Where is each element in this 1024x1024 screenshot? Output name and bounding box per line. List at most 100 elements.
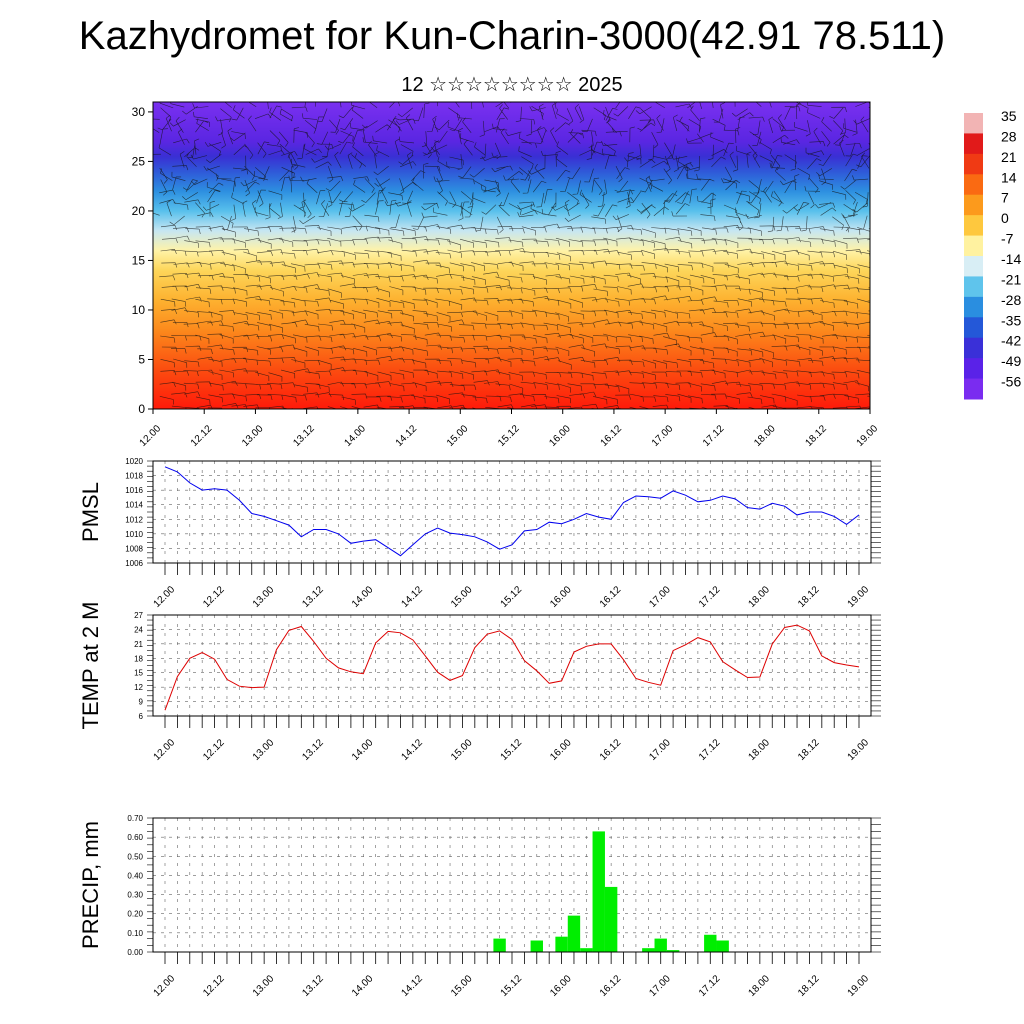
x-tick-label: 14.00 [343, 423, 369, 449]
precip-bar [592, 831, 605, 952]
x-tick-label: 19.00 [855, 423, 881, 449]
precip-bar [642, 948, 655, 952]
x-tick-label: 18.00 [747, 973, 773, 999]
x-tick-label: 17.00 [647, 973, 673, 999]
x-tick-label: 13.00 [251, 737, 277, 763]
y-tick-label: 1010 [125, 530, 143, 539]
colorbar-label: 7 [1001, 190, 1009, 206]
colorbar-segment [964, 317, 983, 339]
x-tick-label: 15.12 [499, 973, 525, 999]
y-tick-label: 24 [134, 625, 143, 634]
colorbar-label: -28 [1001, 292, 1021, 308]
colorbar-segment [964, 276, 983, 298]
colorbar-segment [964, 337, 983, 359]
y-tick-label: 1006 [125, 559, 143, 568]
precip-bar [716, 940, 729, 952]
x-tick-label: 18.12 [796, 584, 822, 610]
x-tick-label: 17.00 [647, 584, 673, 610]
x-tick-label: 17.12 [697, 737, 723, 763]
y-tick-label: 0.60 [127, 833, 143, 842]
x-tick-label: 14.12 [400, 973, 426, 999]
precip-bar [555, 936, 568, 952]
y-tick-label: 0.70 [127, 814, 143, 823]
temp-line [164, 624, 860, 711]
x-tick-label: 17.12 [701, 423, 727, 449]
y-tick-label: 9 [139, 698, 144, 707]
colorbar-segment [964, 235, 983, 257]
heatmap-field [153, 102, 870, 409]
y-axis-label: PRECIP, mm [78, 821, 103, 949]
x-tick-label: 12.12 [201, 973, 227, 999]
y-tick-label: 25 [132, 154, 146, 168]
x-tick-label: 15.00 [449, 973, 475, 999]
y-tick-label: 18 [134, 654, 143, 663]
y-tick-label: 10 [132, 303, 146, 317]
x-tick-label: 18.12 [803, 423, 829, 449]
precip-bar [567, 915, 581, 952]
x-tick-label: 14.00 [350, 973, 376, 999]
x-tick-label: 17.00 [650, 423, 676, 449]
x-tick-label: 12.12 [201, 737, 227, 763]
x-tick-label: 12.00 [152, 737, 178, 763]
x-tick-label: 13.00 [240, 423, 266, 449]
colorbar-legend: 35 28 21 14 7 0 -7 -14 -21 -28 -35 -42 -49 -56 [964, 108, 1021, 400]
wind-barbs [153, 102, 870, 409]
y-tick-label: 12 [134, 683, 143, 692]
x-tick-label: 14.00 [350, 737, 376, 763]
x-tick-label: 14.12 [394, 423, 420, 449]
colorbar-segment [964, 153, 983, 175]
x-tick-label: 14.12 [400, 737, 426, 763]
y-tick-label: 21 [134, 640, 143, 649]
x-tick-label: 12.00 [152, 973, 178, 999]
x-tick-label: 16.00 [548, 737, 574, 763]
x-tick-label: 12.12 [201, 584, 227, 610]
x-tick-label: 13.12 [300, 973, 326, 999]
y-tick-label: 1018 [125, 472, 143, 481]
x-tick-label: 15.00 [449, 737, 475, 763]
panel-frame [152, 460, 872, 564]
colorbar-segment [964, 215, 983, 237]
colorbar-segment [964, 378, 983, 400]
colorbar-segment [964, 256, 983, 277]
y-tick-label: 1016 [125, 486, 143, 495]
precip-bar [654, 938, 667, 952]
y-tick-label: 1020 [125, 457, 143, 466]
x-tick-label: 16.12 [598, 973, 624, 999]
temp-panel: 6 9 12 15 18 21 24 27 12.00 12.12 13.00 13.12 14.00 1… [78, 602, 881, 763]
y-tick-label: 1014 [125, 501, 143, 510]
colorbar-segment [964, 133, 983, 155]
x-tick-label: 16.12 [598, 737, 624, 763]
colorbar-label: 14 [1001, 169, 1017, 185]
x-tick-label: 18.00 [747, 584, 773, 610]
colorbar-segment [964, 194, 983, 216]
colorbar-segment [964, 113, 983, 134]
x-tick-label: 16.00 [548, 584, 574, 610]
precip-panel: 0.00 0.10 0.20 0.30 0.40 0.50 0.60 0.70 12.00 12.… [78, 814, 881, 999]
colorbar-label: 21 [1001, 149, 1017, 165]
x-tick-label: 14.00 [350, 584, 376, 610]
x-tick-label: 16.00 [548, 973, 574, 999]
chart-title: Kazhydromet for Kun-Charin-3000(42.91 78… [78, 14, 946, 58]
x-tick-label: 18.12 [796, 973, 822, 999]
y-tick-label: 0.20 [127, 910, 143, 919]
chart-subtitle: 12 ☆☆☆☆☆☆☆☆ 2025 [401, 74, 623, 96]
colorbar-segment [964, 358, 983, 380]
y-tick-label: 20 [132, 204, 146, 218]
colorbar-label: -35 [1001, 312, 1021, 328]
x-tick-label: 17.12 [697, 584, 723, 610]
x-tick-label: 19.00 [846, 973, 872, 999]
y-axis-label: PMSL [78, 482, 103, 542]
x-tick-label: 13.12 [300, 584, 326, 610]
wind-barb-paths [153, 102, 870, 409]
y-tick-label: 5 [138, 352, 145, 366]
x-tick-label: 15.12 [496, 423, 522, 449]
x-tick-label: 16.12 [598, 584, 624, 610]
y-tick-label: 30 [132, 105, 146, 119]
precip-bar [530, 940, 543, 952]
x-tick-label: 17.00 [647, 737, 673, 763]
x-tick-label: 18.00 [752, 423, 778, 449]
y-tick-label: 27 [134, 611, 143, 620]
colorbar-segment [964, 174, 983, 196]
precip-bar [580, 948, 593, 952]
